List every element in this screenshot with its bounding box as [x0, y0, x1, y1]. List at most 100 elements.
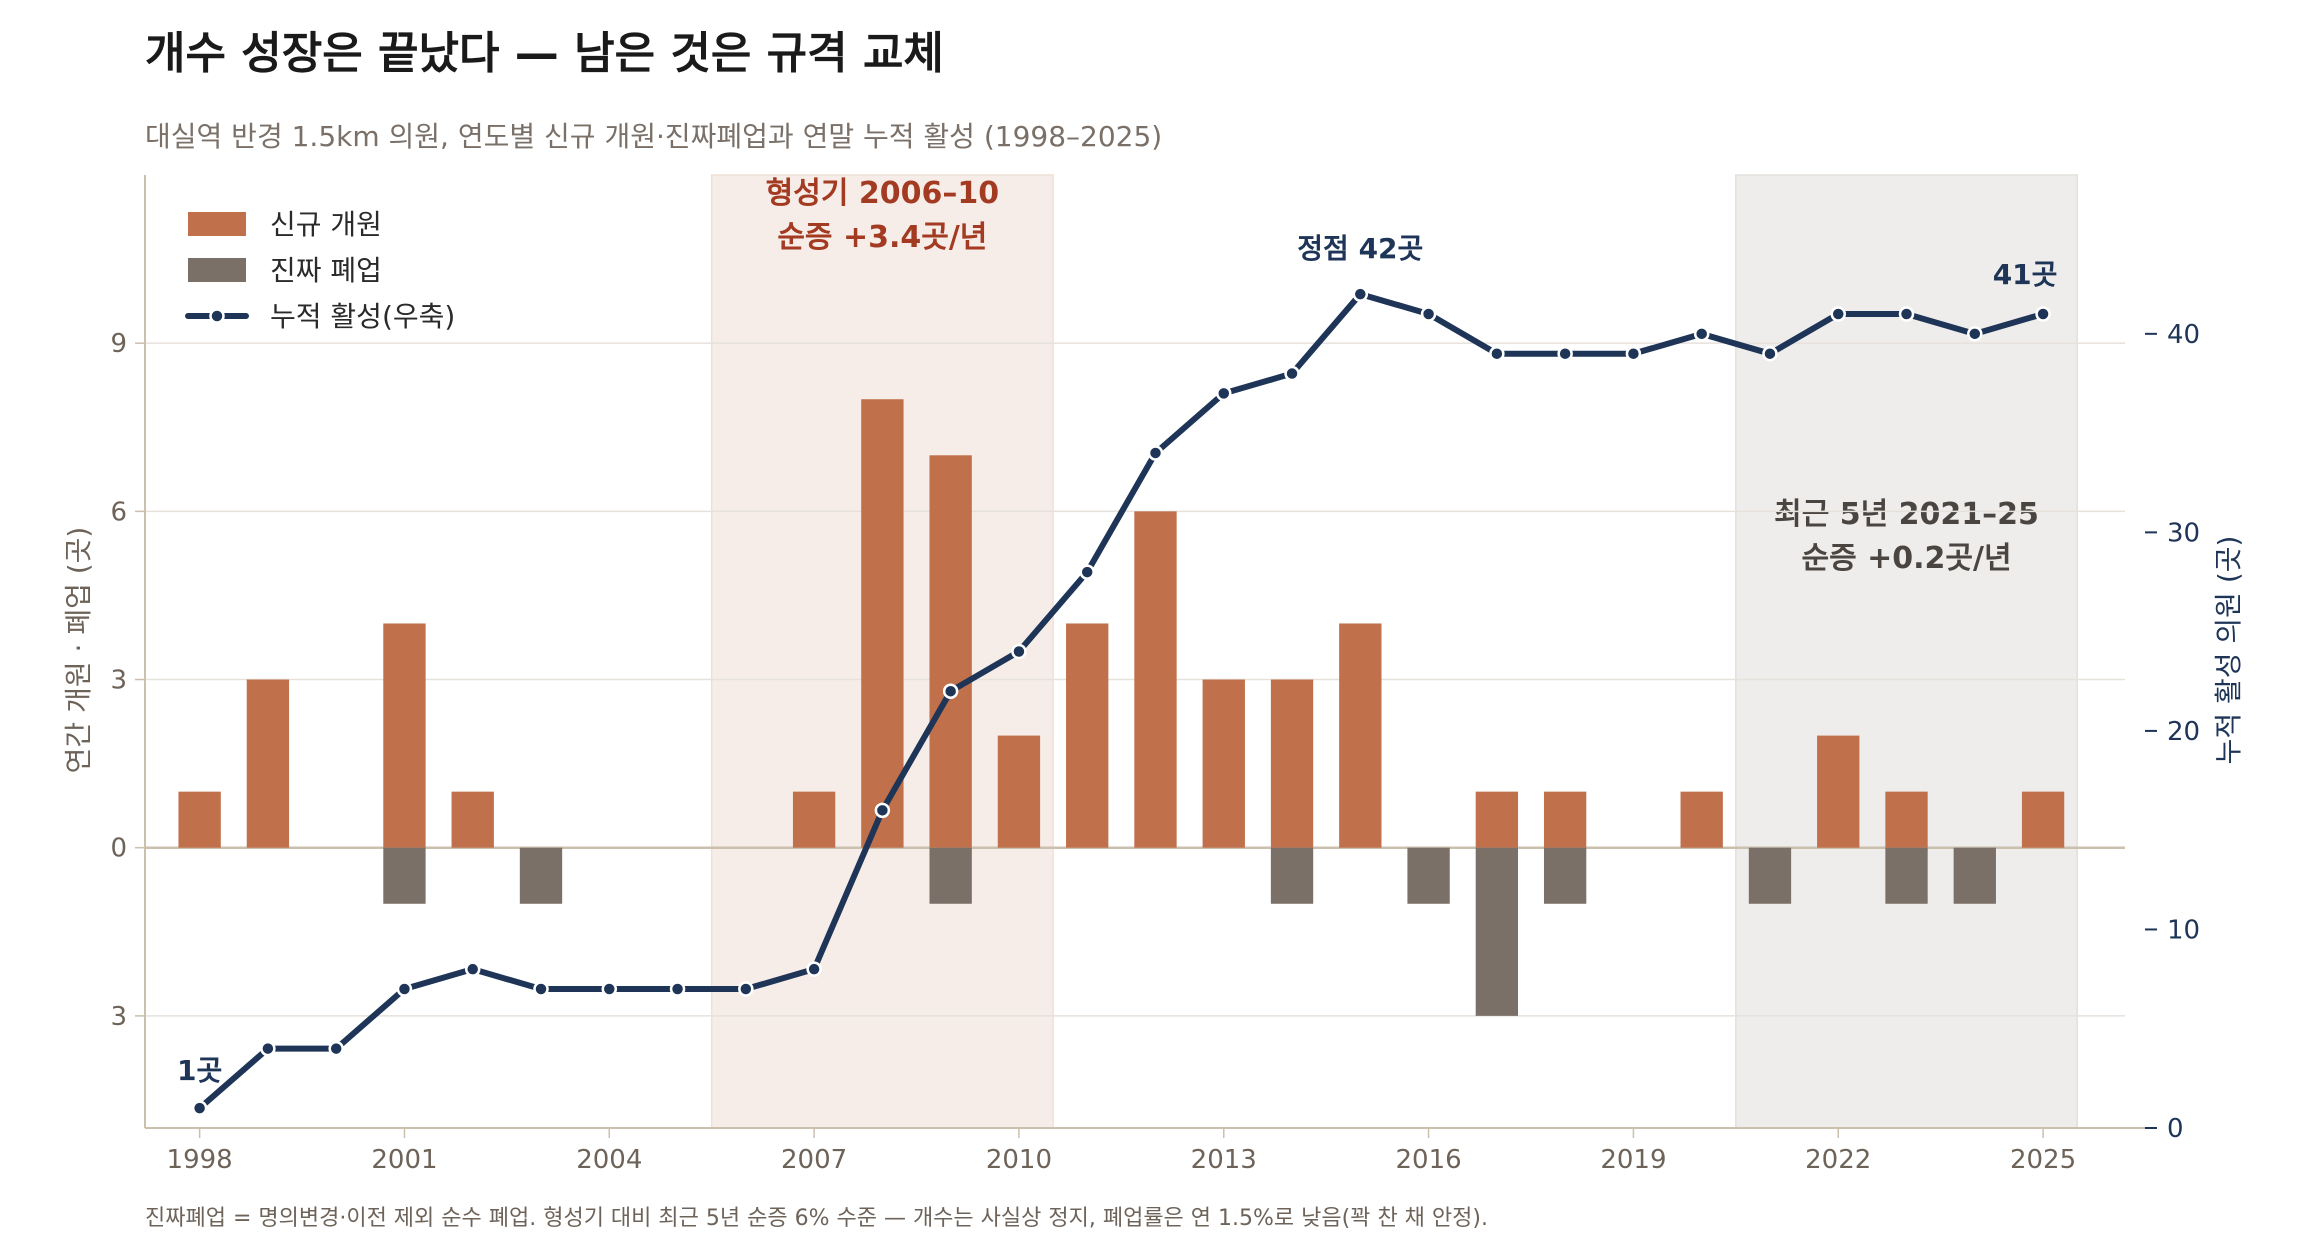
- legend-label: 신규 개원: [270, 208, 382, 241]
- x-tick-label: 2013: [1191, 1145, 1257, 1175]
- opening-bar: [2021, 791, 2065, 848]
- cumulative-point: [1557, 345, 1573, 362]
- cumulative-point: [533, 981, 549, 997]
- opening-bar: [1202, 679, 1245, 848]
- band-label-0-line1: 형성기 2006–10: [766, 176, 1000, 211]
- left-tick-label: 0: [110, 834, 127, 864]
- opening-bar: [246, 679, 290, 848]
- opening-bar: [1475, 791, 1519, 848]
- band-label-1-line2: 순증 +0.2곳/년: [1801, 541, 2011, 576]
- opening-bar: [1270, 679, 1314, 848]
- cumulative-point: [942, 683, 959, 699]
- opening-bar: [1134, 511, 1177, 848]
- right-tick-label: 10: [2167, 915, 2200, 945]
- cumulative-point: [1079, 564, 1095, 580]
- opening-bar: [1885, 791, 1928, 848]
- annotation-label: 정점 42곳: [1297, 232, 1423, 265]
- cumulative-point: [328, 1040, 344, 1057]
- cumulative-point: [1352, 286, 1369, 302]
- left-tick-label: 9: [110, 329, 127, 359]
- cumulative-point: [806, 961, 822, 977]
- closing-bar: [1543, 847, 1587, 904]
- cumulative-point: [1967, 326, 1983, 342]
- right-tick-label: 30: [2167, 518, 2200, 548]
- x-tick-label: 2010: [986, 1145, 1052, 1175]
- cumulative-point: [874, 802, 891, 819]
- closing-bar: [1270, 847, 1314, 904]
- x-tick-label: 2007: [781, 1145, 847, 1175]
- band-1: [1735, 174, 2078, 1129]
- right-axis-label: 누적 활성 의원 (곳): [2212, 536, 2245, 765]
- cumulative-point: [738, 981, 754, 997]
- closing-bar: [1953, 847, 1996, 904]
- opening-bar: [792, 791, 836, 848]
- opening-bar: [1339, 623, 1382, 848]
- x-tick-label: 2001: [371, 1145, 437, 1175]
- cumulative-point: [1830, 306, 1846, 322]
- bands-layer: 형성기 2006–10 순증 +3.4곳/년최근 5년 2021–25 순증 +0.…: [710, 174, 2078, 1129]
- footnote: 진짜폐업 = 명의변경·이전 제외 순수 폐업. 형성기 대비 최근 5년 순증…: [145, 1206, 1488, 1231]
- cumulative-point: [260, 1040, 276, 1057]
- closing-bar: [383, 847, 426, 904]
- cumulative-point: [1625, 345, 1642, 362]
- x-tick-label: 2025: [2010, 1145, 2076, 1175]
- cumulative-point: [1489, 345, 1505, 362]
- annotations-layer: 1곳 정점 42곳 41곳: [177, 232, 2057, 1087]
- band-label-0-line2: 순증 +3.4곳/년: [777, 220, 987, 255]
- left-tick-label: 3: [110, 1002, 127, 1032]
- legend-swatch-opening: [188, 212, 246, 236]
- cumulative-point: [1762, 345, 1778, 362]
- cumulative-point: [191, 1100, 208, 1116]
- annotation-label: 41곳: [1993, 258, 2058, 291]
- left-axis-label: 연간 개원 · 폐업 (곳): [62, 527, 95, 774]
- opening-bar: [997, 735, 1041, 848]
- cumulative-point: [464, 961, 481, 977]
- opening-bar: [1817, 735, 1860, 848]
- bars-layer: [178, 399, 2065, 1016]
- legend-swatch-marker: [209, 308, 225, 324]
- legend-swatch-closing: [188, 258, 246, 282]
- cumulative-point: [396, 981, 413, 997]
- closing-bar: [1748, 847, 1792, 904]
- band-label-1-line1: 최근 5년 2021–25: [1774, 497, 2039, 532]
- legend-label: 진짜 폐업: [270, 254, 382, 287]
- opening-bar: [1680, 791, 1723, 848]
- x-tick-label: 2016: [1396, 1145, 1462, 1175]
- closing-bar: [1885, 847, 1928, 904]
- opening-bar: [1066, 623, 1109, 848]
- x-tick-label: 2019: [1600, 1145, 1666, 1175]
- right-tick-label: 20: [2167, 717, 2200, 747]
- opening-bar: [178, 791, 221, 848]
- right-tick-label: 0: [2167, 1114, 2184, 1144]
- legend-label: 누적 활성(우축): [270, 300, 455, 333]
- cumulative-point: [601, 981, 618, 997]
- left-tick-label: 6: [110, 497, 127, 527]
- cumulative-point: [1147, 445, 1164, 461]
- annotation-label: 1곳: [177, 1054, 222, 1087]
- opening-bar: [383, 623, 426, 848]
- x-tick-label: 2004: [576, 1145, 642, 1175]
- cumulative-point: [1420, 306, 1437, 322]
- cumulative-point: [2035, 306, 2051, 322]
- opening-bar: [861, 399, 904, 848]
- chart-title: 개수 성장은 끝났다 — 남은 것은 규격 교체: [145, 28, 944, 79]
- closing-bar: [519, 847, 563, 904]
- x-tick-label: 1998: [167, 1145, 233, 1175]
- x-tick-label: 2022: [1805, 1145, 1871, 1175]
- cumulative-point: [1011, 643, 1027, 660]
- closing-bar: [1475, 847, 1519, 1016]
- opening-bar: [451, 791, 494, 848]
- cumulative-point: [669, 981, 686, 997]
- cumulative-line: [196, 291, 2047, 1112]
- line-layer: [191, 286, 2051, 1116]
- closing-bar: [929, 847, 972, 904]
- cumulative-point: [1284, 365, 1300, 382]
- closing-bar: [1407, 847, 1450, 904]
- cumulative-point: [1216, 385, 1232, 402]
- cumulative-point: [1693, 326, 1710, 342]
- opening-bar: [929, 455, 972, 848]
- opening-bar: [1543, 791, 1587, 848]
